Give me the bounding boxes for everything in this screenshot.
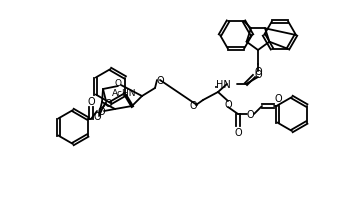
Text: O: O — [156, 76, 164, 85]
Text: O: O — [87, 97, 95, 107]
Text: AcHN: AcHN — [112, 88, 136, 97]
Text: O: O — [274, 94, 282, 103]
Text: O: O — [97, 107, 105, 116]
Text: O: O — [254, 70, 262, 80]
Text: O: O — [104, 98, 112, 109]
Text: O: O — [234, 127, 242, 137]
Text: O: O — [114, 79, 121, 88]
Text: O: O — [189, 101, 197, 110]
Text: O: O — [254, 67, 262, 77]
Text: •: • — [214, 85, 218, 91]
Text: HN: HN — [216, 80, 231, 90]
Text: O: O — [93, 111, 101, 121]
Text: O: O — [224, 99, 232, 109]
Text: O: O — [246, 109, 254, 119]
